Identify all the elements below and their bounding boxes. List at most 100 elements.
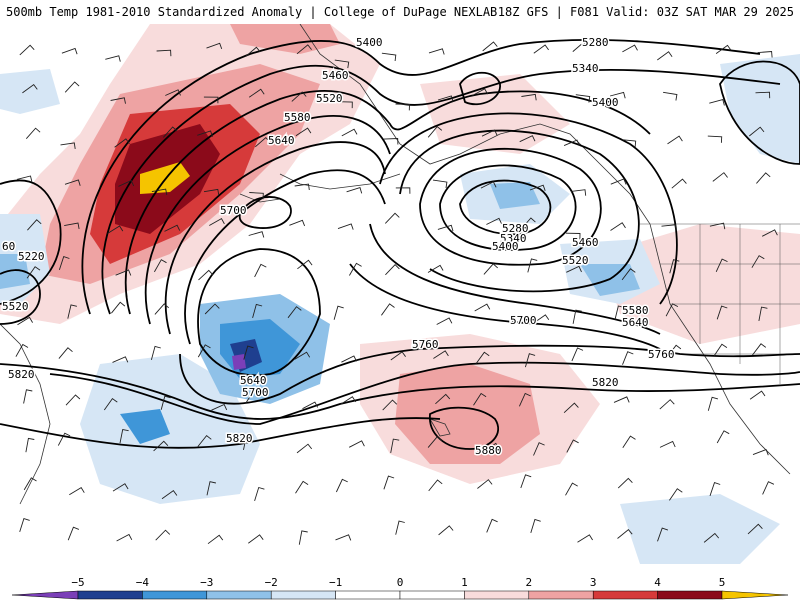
wind-barb	[747, 523, 763, 535]
wind-barb	[715, 258, 728, 272]
wind-barb	[709, 482, 721, 497]
wind-barb	[661, 224, 677, 231]
wind-barb	[716, 305, 728, 320]
wind-barb	[60, 142, 76, 149]
wind-barb	[243, 345, 254, 360]
contour-label: 5280	[582, 36, 609, 49]
wind-barb	[669, 488, 683, 501]
wind-barb	[211, 403, 228, 411]
colorbar-bar	[11, 590, 789, 600]
wind-barb	[395, 520, 405, 535]
wind-barb	[437, 95, 454, 102]
colorbar-segment	[206, 590, 272, 600]
positive-anomaly-area	[230, 24, 340, 54]
wind-barb	[289, 219, 306, 227]
wind-barb	[667, 344, 682, 357]
wind-barb	[198, 269, 214, 281]
wind-barb	[64, 81, 80, 93]
contour-label: 5220	[18, 250, 45, 263]
wind-barb	[530, 518, 541, 534]
wind-barb	[297, 259, 313, 270]
wind-barb	[207, 534, 224, 545]
wind-barb	[64, 222, 80, 229]
wind-barb	[481, 129, 498, 137]
colorbar-tick-label: −5	[71, 576, 84, 589]
wind-barb	[665, 303, 679, 317]
wind-barb	[486, 217, 503, 225]
contour-line	[49, 361, 800, 425]
wind-barb	[715, 44, 732, 54]
wind-barb	[245, 390, 259, 404]
wind-barb	[433, 350, 449, 359]
colorbar-tick-label: 3	[590, 576, 597, 589]
wind-barb	[483, 263, 498, 275]
wind-barb	[437, 224, 454, 232]
wind-barb	[518, 392, 531, 407]
wind-barb	[337, 223, 354, 230]
wind-barb	[333, 305, 344, 320]
contour-line	[81, 38, 761, 315]
wind-barb	[395, 187, 411, 194]
colorbar-tick-label: 4	[654, 576, 661, 589]
wind-barb	[153, 440, 169, 452]
wind-barb	[15, 343, 29, 357]
wind-barb	[23, 477, 37, 491]
map-header: 500mb Temp 1981-2010 Standardized Anomal…	[0, 0, 800, 24]
wind-barb	[67, 526, 80, 541]
wind-barb	[338, 101, 353, 109]
wind-barb	[756, 172, 771, 184]
contour-label: 5760	[412, 338, 439, 351]
contour-line	[164, 141, 386, 335]
contour-label: 5340	[500, 232, 527, 245]
wind-barb	[294, 183, 310, 191]
wind-barb	[349, 262, 362, 276]
contour-labels: 5400 5280 5340 5460 5520 5580 5640 5700 …	[1, 35, 677, 459]
negative-anomaly-area	[0, 254, 30, 289]
negative-anomaly-area	[232, 354, 246, 370]
wind-barb	[150, 345, 161, 361]
colorbar-segment	[657, 590, 723, 600]
wind-barb	[115, 269, 132, 276]
wind-barb	[65, 394, 81, 406]
wind-barb	[712, 172, 728, 182]
wind-barb	[757, 51, 773, 58]
negative-anomaly-area	[620, 494, 780, 564]
wind-barb	[613, 396, 630, 403]
contour-label: 5820	[8, 368, 35, 381]
negative-anomaly-area	[580, 264, 640, 296]
wind-barb	[164, 224, 181, 232]
wind-barb	[436, 317, 453, 325]
wind-barb	[105, 55, 121, 62]
wind-barb	[663, 91, 678, 101]
wind-barb	[752, 449, 769, 456]
contour-label: 5700	[510, 314, 537, 327]
wind-barb	[521, 217, 536, 229]
positive-anomaly-area	[140, 162, 190, 194]
colorbar-segment	[77, 590, 143, 600]
contour-label: 5820	[592, 376, 619, 389]
contour-line	[439, 164, 577, 251]
wind-barb	[111, 301, 126, 314]
wind-barb	[294, 351, 311, 360]
wind-barb	[610, 222, 626, 231]
wind-barb	[707, 396, 719, 411]
wind-barb	[248, 534, 264, 544]
contour-label: 5700	[242, 386, 269, 399]
wind-barb	[25, 127, 41, 139]
contour-label: 5520	[316, 92, 343, 105]
wind-barb	[384, 212, 400, 224]
wind-barb	[335, 478, 348, 493]
wind-barb	[69, 486, 85, 496]
wind-barb	[657, 51, 673, 61]
wind-barb	[572, 309, 582, 324]
contour-label: 5580	[622, 304, 649, 317]
wind-barb	[112, 356, 129, 363]
wind-barb	[287, 306, 302, 319]
colorbar-tick-label: −1	[329, 576, 342, 589]
wind-barb	[533, 314, 550, 324]
contour-label: 5460	[322, 69, 349, 82]
contour-label: 5880	[475, 444, 502, 457]
wind-barb	[110, 97, 126, 104]
wind-barb	[206, 481, 216, 496]
wind-barb	[667, 135, 683, 145]
